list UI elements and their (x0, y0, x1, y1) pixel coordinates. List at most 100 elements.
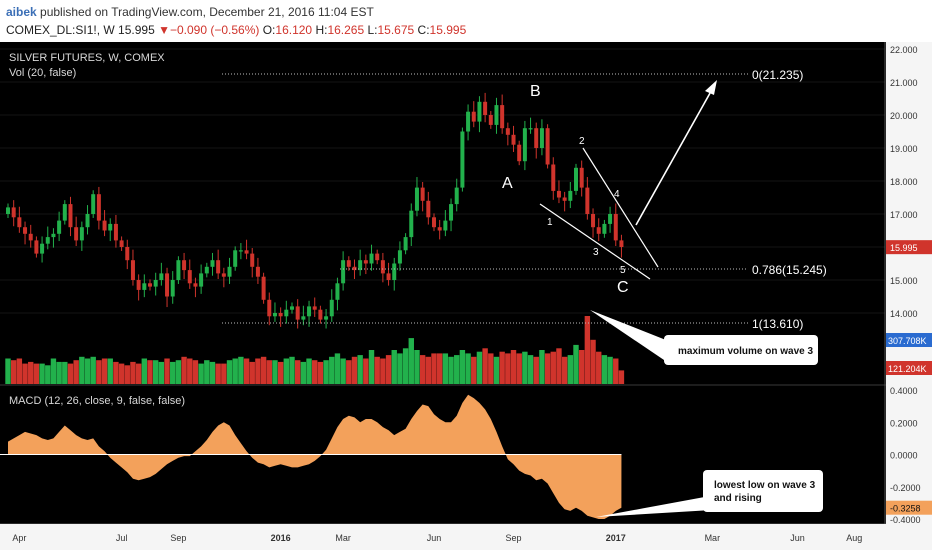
macd-last-tag (886, 500, 932, 515)
wave-label-c: C (617, 279, 629, 296)
chart-area[interactable]: 22.00021.00020.00019.00018.00017.00016.0… (0, 42, 932, 550)
volume-bar (368, 350, 375, 384)
candle-body (6, 207, 10, 214)
candle-body (375, 253, 380, 261)
volume-bar (402, 348, 409, 384)
candle-body (255, 266, 260, 277)
volume-bar (113, 361, 119, 384)
candle-body (216, 260, 221, 274)
volume-bar (289, 356, 295, 384)
candle-body (204, 266, 209, 274)
volume-bar (312, 360, 318, 384)
volume-legend: Vol (20, false) (9, 67, 76, 79)
symbol[interactable]: COMEX_DL:SI1! (6, 23, 97, 37)
volume-bar (499, 351, 505, 384)
projection-arrow (635, 85, 715, 226)
volume-bar (130, 361, 136, 384)
volume-bar (124, 365, 130, 384)
candle-body (272, 313, 277, 317)
time-tick-label: Mar (705, 533, 721, 543)
low-label: L: (367, 23, 378, 37)
wave-label-a: A (502, 175, 513, 192)
time-tick-label: Aug (846, 533, 862, 543)
volume-bar (414, 350, 420, 384)
candle-body (244, 250, 249, 254)
volume-bar (573, 344, 579, 384)
candle-body (125, 247, 130, 261)
candle-body (414, 187, 419, 211)
publish-info: published on TradingView.com, December 2… (40, 5, 374, 19)
high-value: 16.265 (327, 23, 365, 37)
candle-body (23, 227, 28, 234)
last-price-label: 15.995 (890, 243, 918, 253)
volume-bar (544, 353, 551, 384)
price-tick-label: 17.000 (890, 210, 918, 220)
volume-bar (397, 353, 403, 384)
volume-bar (16, 358, 23, 384)
volume-bar (340, 358, 346, 384)
candle-body (113, 223, 118, 241)
volume-bar (158, 361, 165, 384)
candle-body (238, 250, 243, 252)
price-tick-label: 18.000 (890, 177, 918, 187)
volume-bar (306, 358, 312, 384)
volume-bar (283, 358, 290, 384)
macd-area (8, 394, 622, 519)
macd-callout-line1: lowest low on wave 3 (714, 480, 816, 491)
volume-avg-tag (886, 333, 932, 347)
last-price-tag (886, 240, 932, 255)
volume-bar (260, 356, 267, 384)
time-axis: Apr Jul Sep 2016 Mar Jun Sep 2017 Mar Jun Aug (12, 533, 862, 543)
volume-bar (300, 361, 307, 384)
candle-body (534, 128, 539, 148)
volume-bar (471, 356, 477, 384)
wave-label-5: 5 (620, 265, 626, 276)
volume-bar (527, 355, 534, 384)
fib-label-0: 0(21.235) (752, 68, 803, 82)
candle-body (341, 260, 346, 284)
publish-line: aibek published on TradingView.com, Dece… (6, 5, 374, 19)
volume-bar (380, 358, 386, 384)
candle-body (17, 217, 22, 228)
volume-bar (192, 360, 199, 384)
price-tick-label: 20.000 (890, 111, 918, 121)
volume-bar (578, 350, 585, 384)
candle-body (545, 128, 550, 165)
candle-body (329, 299, 334, 317)
candle-body (11, 207, 16, 218)
candle-body (471, 111, 476, 122)
candle-body (392, 263, 397, 280)
candle-body (34, 240, 39, 254)
candle-body (227, 266, 232, 277)
volume-bar (323, 360, 329, 384)
projection-arrow-head (705, 80, 717, 95)
volume-bar (510, 350, 517, 384)
author-link[interactable]: aibek (6, 5, 37, 19)
volume-bar (45, 365, 51, 384)
volume-bar (431, 353, 437, 384)
volume-bar (618, 370, 625, 384)
volume-bar (482, 348, 488, 384)
candle-body (380, 260, 385, 274)
candle-body (182, 260, 187, 271)
interval: W (103, 23, 115, 37)
volume-bar (351, 356, 358, 384)
fib-label-1: 1(13.610) (752, 317, 803, 331)
candle-body (290, 306, 294, 310)
candle-body (551, 164, 556, 191)
volume-last-tag (886, 361, 932, 375)
volume-bar (73, 360, 79, 384)
volume-bar (141, 358, 148, 384)
candle-body (591, 214, 596, 228)
volume-bar (198, 363, 204, 384)
volume-bar (28, 361, 34, 384)
candle-body (432, 217, 436, 228)
candle-body (449, 204, 454, 221)
volume-bar (221, 363, 227, 384)
candle-body (193, 283, 198, 287)
candle-body (74, 227, 79, 241)
candle-body (51, 233, 56, 238)
volume-bar (385, 355, 392, 384)
time-tick-label: Apr (12, 533, 26, 543)
volume-bar (147, 360, 153, 384)
